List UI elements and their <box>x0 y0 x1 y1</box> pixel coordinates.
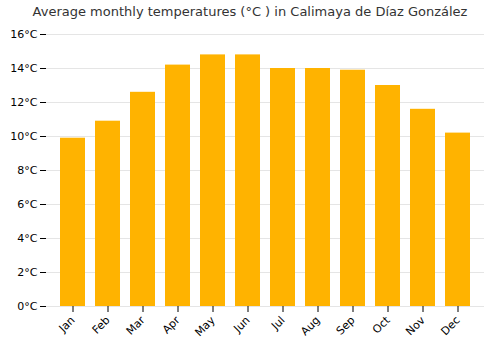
svg-text:8°C: 8°C <box>17 164 37 177</box>
svg-text:Jul: Jul <box>268 314 287 333</box>
svg-text:0°C: 0°C <box>17 300 37 313</box>
svg-text:16°C: 16°C <box>10 28 37 41</box>
svg-text:May: May <box>192 313 218 339</box>
svg-text:6°C: 6°C <box>17 198 37 211</box>
svg-text:14°C: 14°C <box>10 62 37 75</box>
svg-text:2°C: 2°C <box>17 266 37 279</box>
svg-text:Mar: Mar <box>124 313 148 337</box>
svg-text:Jun: Jun <box>231 314 253 336</box>
svg-text:Nov: Nov <box>403 313 428 338</box>
svg-text:12°C: 12°C <box>10 96 37 109</box>
svg-text:Sep: Sep <box>334 314 358 338</box>
svg-text:4°C: 4°C <box>17 232 37 245</box>
svg-text:Jan: Jan <box>56 314 78 336</box>
svg-text:10°C: 10°C <box>10 130 37 143</box>
html-text:Average monthly temperatures (: Average monthly temperatures (°C ) in Ca… <box>32 4 468 19</box>
svg-text:Feb: Feb <box>90 314 113 337</box>
svg-text:Apr: Apr <box>160 313 183 336</box>
svg-text:Oct: Oct <box>370 313 393 336</box>
svg-text:Aug: Aug <box>298 314 322 338</box>
svg-text:Dec: Dec <box>438 314 462 338</box>
